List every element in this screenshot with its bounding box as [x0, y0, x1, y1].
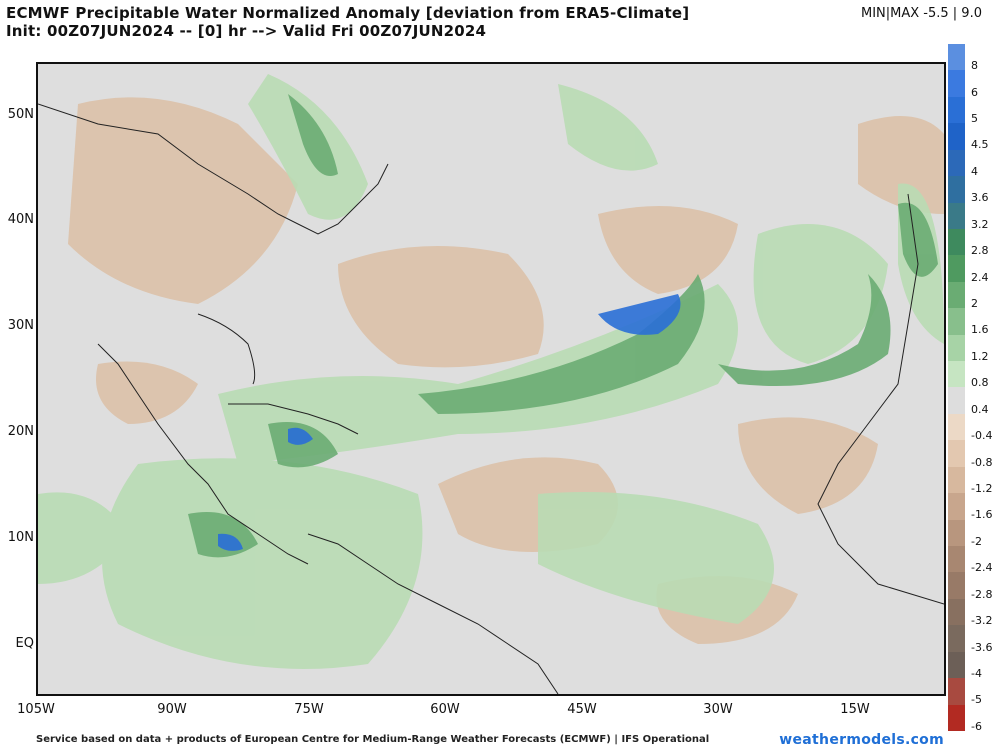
scale-swatch	[948, 44, 965, 71]
scale-label: -6	[971, 719, 982, 733]
scale-label: 0.8	[971, 376, 989, 390]
scale-label: -4	[971, 666, 982, 680]
brand-link[interactable]: weathermodels.com	[779, 732, 944, 748]
scale-swatch	[948, 625, 965, 652]
scale-swatch	[948, 255, 965, 282]
scale-swatch	[948, 572, 965, 599]
scale-label: 0.4	[971, 402, 989, 416]
lon-label-75w: 75W	[294, 702, 324, 717]
scale-swatch	[948, 96, 965, 124]
lon-label-30w: 30W	[703, 702, 733, 717]
scale-label: 5	[971, 112, 978, 126]
scale-swatch	[948, 466, 965, 494]
scale-swatch	[948, 70, 965, 97]
lat-label-eq: EQ	[15, 636, 34, 651]
scale-swatch	[948, 493, 965, 520]
scale-swatch	[948, 704, 965, 731]
map-subtitle: Init: 00Z07JUN2024 -- [0] hr --> Valid F…	[6, 22, 487, 40]
lon-label-60w: 60W	[430, 702, 460, 717]
scale-swatch	[948, 598, 965, 626]
lat-label-30n: 30N	[7, 318, 34, 333]
lat-label-10n: 10N	[7, 530, 34, 545]
scale-label: -2.4	[971, 561, 993, 575]
scale-label: -0.8	[971, 455, 993, 469]
scale-label: -1.2	[971, 481, 993, 495]
scale-swatch	[948, 361, 965, 388]
scale-label: -2	[971, 534, 982, 548]
scale-label: -5	[971, 693, 982, 707]
scale-label: 2.4	[971, 270, 989, 284]
scale-swatch	[948, 440, 965, 467]
scale-label: 2.8	[971, 244, 989, 258]
scale-swatch	[948, 678, 965, 705]
lon-label-105w: 105W	[17, 702, 55, 717]
scale-swatch	[948, 651, 965, 679]
scale-swatch	[948, 334, 965, 362]
scale-swatch	[948, 123, 965, 150]
anomaly-map	[36, 62, 946, 696]
scale-label: 3.2	[971, 217, 989, 231]
scale-swatch	[948, 519, 965, 547]
scale-swatch	[948, 387, 965, 414]
scale-label: 4	[971, 164, 978, 178]
lon-label-45w: 45W	[567, 702, 597, 717]
scale-swatch	[948, 413, 965, 441]
color-scale-bar	[948, 44, 965, 731]
scale-label: -2.8	[971, 587, 993, 601]
scale-label: 8	[971, 59, 978, 73]
lon-label-90w: 90W	[157, 702, 187, 717]
scale-swatch	[948, 149, 965, 177]
min-max-readout: MIN|MAX -5.5 | 9.0	[861, 6, 982, 21]
map-title: ECMWF Precipitable Water Normalized Anom…	[6, 4, 690, 22]
lon-label-15w: 15W	[840, 702, 870, 717]
lat-label-50n: 50N	[7, 107, 34, 122]
scale-swatch	[948, 176, 965, 203]
scale-label: -0.4	[971, 429, 993, 443]
scale-label: 4.5	[971, 138, 989, 152]
scale-swatch	[948, 228, 965, 256]
scale-label: -1.6	[971, 508, 993, 522]
scale-label: 1.2	[971, 349, 989, 363]
lat-label-40n: 40N	[7, 212, 34, 227]
scale-label: -3.6	[971, 640, 993, 654]
scale-label: 3.6	[971, 191, 989, 205]
scale-label: 6	[971, 85, 978, 99]
scale-swatch	[948, 308, 965, 335]
scale-swatch	[948, 281, 965, 309]
data-source-footer: Service based on data + products of Euro…	[36, 734, 710, 745]
scale-label: -3.2	[971, 614, 993, 628]
scale-swatch	[948, 202, 965, 229]
scale-swatch	[948, 546, 965, 573]
scale-label: 2	[971, 297, 978, 311]
scale-label: 1.6	[971, 323, 989, 337]
lat-label-20n: 20N	[7, 424, 34, 439]
anomaly-field	[38, 64, 944, 694]
